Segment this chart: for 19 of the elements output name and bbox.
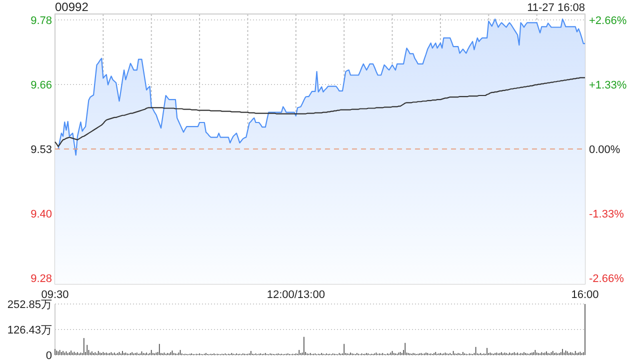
line-series <box>54 77 586 148</box>
y2-tick-label: 0.00% <box>589 144 620 156</box>
y2-tick-label: +2.66% <box>589 14 627 27</box>
x-tick-label: 09:30 <box>41 289 69 301</box>
text: 11-27 16:08 <box>527 2 585 14</box>
y-tick-label: 9.53 <box>30 144 52 156</box>
y-tick-label: 9.66 <box>30 79 52 92</box>
x-tick-label: 16:00 <box>571 289 599 301</box>
y-tick-label: 252.85万 <box>7 299 52 311</box>
y-tick-label: 9.40 <box>30 208 52 221</box>
y-tick-label: 9.28 <box>30 273 52 286</box>
y2-tick-label: -1.33% <box>589 208 624 221</box>
y-tick-label: 126.43万 <box>7 324 52 336</box>
y-tick-label: 9.78 <box>30 14 52 27</box>
x-tick-label: 12:00/13:00 <box>266 289 325 301</box>
y-tick-label: 0 <box>46 350 52 360</box>
chart-title: 00992 <box>55 0 89 14</box>
y2-tick-label: +1.33% <box>589 79 627 92</box>
y2-tick-label: -2.66% <box>589 273 624 286</box>
